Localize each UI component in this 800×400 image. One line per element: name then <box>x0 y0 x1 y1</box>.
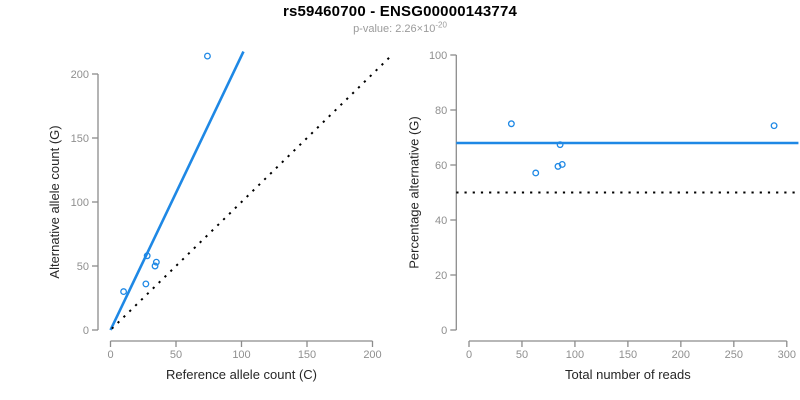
allele-count-scatter: 0 50 100 150 200 0 50 100 150 200 Reference allele… <box>47 51 391 382</box>
x-tick-label: 250 <box>725 349 743 361</box>
y-axis-title: Alternative allele count (G) <box>47 125 62 278</box>
data-point <box>120 288 128 296</box>
figure-title: rs59460700 - ENSG00000143774 <box>282 3 518 20</box>
x-tick-label: 150 <box>619 349 637 361</box>
data-point <box>532 169 540 177</box>
data-point <box>152 258 160 266</box>
data-point <box>558 160 566 168</box>
data-point <box>143 252 151 260</box>
y-tick-label: 40 <box>435 215 447 227</box>
x-axis-title: Reference allele count (C) <box>166 367 317 382</box>
x-tick-label: 50 <box>170 349 182 361</box>
multiply-sign: × <box>416 23 424 35</box>
data-point <box>151 262 159 270</box>
data-point <box>556 141 564 149</box>
y-tick-label: 100 <box>71 197 89 209</box>
regression-line <box>109 51 245 331</box>
y-tick-label: 60 <box>435 160 447 172</box>
x-tick-label: 200 <box>672 349 690 361</box>
identity-line <box>111 56 391 330</box>
x-tick-label: 100 <box>232 349 250 361</box>
percentage-scatter: 0 20 40 60 80 100 0 50 100 150 200 250 300 Total numb… <box>406 50 799 382</box>
y-tick-label: 0 <box>83 325 89 337</box>
y-tick-label: 50 <box>77 261 89 273</box>
y-axis-title: Percentage alternative (G) <box>406 116 421 268</box>
pvalue-prefix: p-value: 2.26 <box>353 23 417 35</box>
x-tick-label: 300 <box>778 349 796 361</box>
y-tick-label: 80 <box>435 105 447 117</box>
y-tick-label: 200 <box>71 69 89 81</box>
x-tick-label: 0 <box>466 349 472 361</box>
x-tick-label: 50 <box>516 349 528 361</box>
data-point <box>507 120 515 128</box>
data-point <box>142 280 150 288</box>
y-tick-label: 0 <box>441 325 447 337</box>
y-tick-label: 100 <box>429 50 447 62</box>
x-tick-label: 150 <box>298 349 316 361</box>
x-tick-label: 0 <box>107 349 113 361</box>
pvalue-exponent: -20 <box>435 20 447 30</box>
data-point <box>770 122 778 130</box>
x-axis-title: Total number of reads <box>565 367 691 382</box>
x-tick-label: 200 <box>363 349 381 361</box>
y-tick-label: 150 <box>71 133 89 145</box>
y-tick-label: 20 <box>435 270 447 282</box>
data-point <box>203 52 211 60</box>
x-tick-label: 100 <box>566 349 584 361</box>
figure-subtitle: p-value: 2.26×10-20 <box>0 20 800 35</box>
pvalue-base: 10 <box>423 23 436 35</box>
